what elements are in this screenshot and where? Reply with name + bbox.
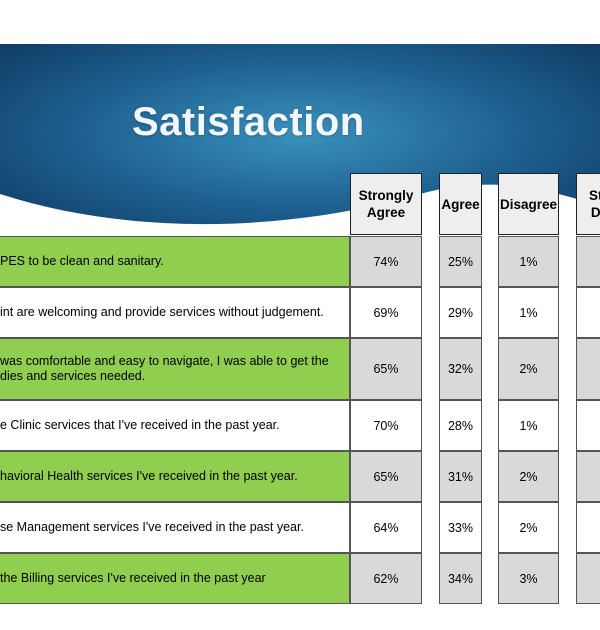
value-disagree: 2%: [498, 451, 559, 502]
statement-cell: the Billing services I've received in th…: [0, 553, 350, 604]
value-strongly-disagree: [576, 236, 600, 287]
statement-cell: PES to be clean and sanitary.: [0, 236, 350, 287]
header-label: St D: [589, 188, 600, 220]
value-strongly-disagree: [576, 553, 600, 604]
table-row: the Billing services I've received in th…: [0, 553, 600, 604]
statement-cell: e Clinic services that I've received in …: [0, 400, 350, 451]
header-agree: Agree: [439, 173, 482, 235]
table-row: se Management services I've received in …: [0, 502, 600, 553]
value-strongly-agree: 62%: [350, 553, 422, 604]
header-label: Strongly Agree: [358, 188, 414, 220]
value-agree: 28%: [439, 400, 482, 451]
value-strongly-disagree: [576, 338, 600, 400]
slide-title: Satisfaction: [132, 100, 365, 144]
value-strongly-agree: 74%: [350, 236, 422, 287]
value-strongly-agree: 69%: [350, 287, 422, 338]
value-strongly-agree: 65%: [350, 338, 422, 400]
value-strongly-disagree: [576, 287, 600, 338]
value-agree: 25%: [439, 236, 482, 287]
value-strongly-agree: 64%: [350, 502, 422, 553]
statement-cell: havioral Health services I've received i…: [0, 451, 350, 502]
value-strongly-disagree: [576, 451, 600, 502]
value-disagree: 3%: [498, 553, 559, 604]
header-disagree: Disagree: [498, 173, 559, 235]
statement-cell: se Management services I've received in …: [0, 502, 350, 553]
header-strongly-agree: Strongly Agree: [350, 173, 422, 235]
value-agree: 33%: [439, 502, 482, 553]
table-row: int are welcoming and provide services w…: [0, 287, 600, 338]
value-agree: 34%: [439, 553, 482, 604]
table-row: was comfortable and easy to navigate, I …: [0, 338, 600, 400]
value-strongly-disagree: [576, 400, 600, 451]
value-disagree: 1%: [498, 287, 559, 338]
table-row: PES to be clean and sanitary. 74% 25% 1%: [0, 236, 600, 287]
value-disagree: 2%: [498, 338, 559, 400]
header-label: Disagree: [499, 196, 558, 212]
table-row: e Clinic services that I've received in …: [0, 400, 600, 451]
value-strongly-disagree: [576, 502, 600, 553]
statement-cell: was comfortable and easy to navigate, I …: [0, 338, 350, 400]
header-label: Agree: [441, 196, 480, 212]
statement-cell: int are welcoming and provide services w…: [0, 287, 350, 338]
value-strongly-agree: 65%: [350, 451, 422, 502]
table-row: havioral Health services I've received i…: [0, 451, 600, 502]
value-agree: 32%: [439, 338, 482, 400]
value-disagree: 2%: [498, 502, 559, 553]
value-strongly-agree: 70%: [350, 400, 422, 451]
header-strongly-disagree: St D: [576, 173, 600, 235]
value-disagree: 1%: [498, 400, 559, 451]
value-agree: 29%: [439, 287, 482, 338]
value-disagree: 1%: [498, 236, 559, 287]
value-agree: 31%: [439, 451, 482, 502]
